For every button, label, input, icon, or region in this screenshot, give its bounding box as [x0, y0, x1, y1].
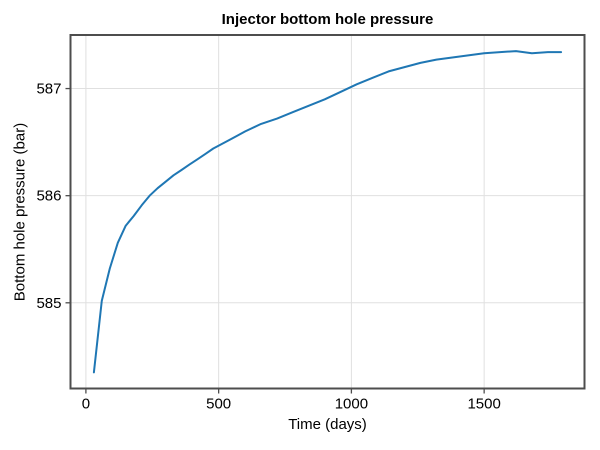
x-tick-label: 1000: [335, 396, 368, 413]
x-axis-label: Time (days): [288, 416, 367, 433]
x-tick-label: 500: [206, 396, 231, 413]
chart-title: Injector bottom hole pressure: [221, 11, 434, 28]
x-tick-label: 1500: [467, 396, 500, 413]
y-tick-label: 586: [36, 188, 61, 205]
y-tick-label: 585: [36, 295, 61, 312]
y-axis-label: Bottom hole pressure (bar): [11, 122, 29, 302]
data-line-injector-bottom-hole-pressure: [92, 50, 563, 374]
plot-frame: [69, 34, 586, 390]
x-tick-label: 0: [82, 396, 90, 413]
y-tick-label: 587: [36, 81, 61, 98]
